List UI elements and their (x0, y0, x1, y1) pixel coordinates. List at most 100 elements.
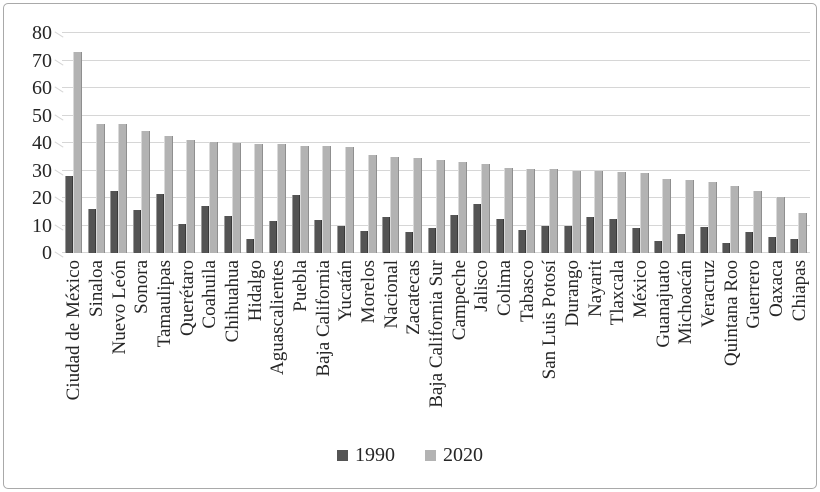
x-axis-category-label: Aguascalientes (267, 260, 289, 376)
y-axis-tick-label: 50 (32, 104, 52, 127)
bar-group (62, 33, 85, 253)
bar-group (538, 33, 561, 253)
bar-2020 (458, 162, 468, 253)
y-axis-tick-label: 30 (32, 159, 52, 182)
bar-2020 (752, 191, 762, 253)
bar-group (719, 33, 742, 253)
legend-swatch-2020 (425, 450, 436, 461)
bar-1990 (767, 236, 776, 253)
x-axis-category-label: Sonora (131, 260, 153, 314)
bar-1990 (200, 206, 209, 253)
bar-1990 (404, 232, 413, 253)
bar-2020 (322, 145, 332, 253)
bar-group (107, 33, 130, 253)
x-axis-category-label: Ciudad de México (63, 260, 85, 401)
bar-group (130, 33, 153, 253)
bar-2020 (118, 123, 128, 253)
bar-2020 (140, 130, 150, 253)
gridline (62, 142, 810, 143)
bar-group (175, 33, 198, 253)
bar-group (674, 33, 697, 253)
bar-1990 (359, 231, 368, 253)
bar-2020 (571, 170, 581, 253)
bar-1990 (631, 228, 640, 253)
bar-2020 (344, 147, 354, 253)
bar-1990 (314, 220, 323, 253)
x-axis-category-label: Zacatecas (403, 260, 425, 335)
y-axis-tick-label: 60 (32, 77, 52, 99)
x-axis-category-label: Tamaulipas (154, 260, 175, 348)
bar-2020 (526, 169, 536, 253)
bar-group (561, 33, 584, 253)
bar-2020 (208, 141, 218, 253)
x-axis-category-label: Baja California (312, 260, 334, 377)
bar-1990 (563, 225, 572, 253)
gridline (62, 87, 810, 88)
bar-2020 (390, 156, 400, 253)
plot-area (62, 32, 810, 253)
bar-1990 (427, 228, 436, 253)
bar-2020 (775, 196, 785, 253)
x-axis-category-label: Morelos (358, 260, 379, 324)
bar-group (583, 33, 606, 253)
bar-group (788, 33, 811, 253)
bar-2020 (594, 170, 604, 253)
x-axis-category-label: San Luis Potosí (539, 260, 561, 380)
bar-group (289, 33, 312, 253)
x-axis-category-label: Tabasco (516, 260, 538, 322)
x-axis-category-label: Hidalgo (244, 260, 266, 322)
gridline (62, 114, 810, 116)
legend-swatch-1990 (337, 450, 348, 461)
bar-group (697, 33, 720, 253)
y-axis-tick-label: 10 (32, 214, 52, 237)
bar-2020 (798, 213, 808, 253)
gridline (62, 32, 810, 33)
bar-2020 (163, 136, 173, 253)
bar-1990 (155, 193, 164, 253)
bar-2020 (254, 144, 264, 253)
x-axis-category-label: Campeche (448, 260, 470, 341)
x-axis-category-label: Guerrero (743, 260, 765, 329)
bar-1990 (518, 229, 527, 253)
bar-group (357, 33, 380, 253)
bar-1990 (654, 240, 663, 253)
bar-group (425, 33, 448, 253)
bar-1990 (722, 243, 731, 253)
gridline (62, 59, 810, 61)
x-axis-category-label: Durango (562, 260, 583, 327)
x-axis-category-label: México (630, 260, 651, 319)
x-axis-category-label: Nacional (380, 260, 402, 329)
bar-group (629, 33, 652, 253)
bar-1990 (790, 239, 799, 253)
x-axis-category-label: Yucatán (335, 260, 357, 322)
bar-group (311, 33, 334, 253)
bar-2020 (662, 178, 672, 253)
bar-2020 (95, 123, 105, 253)
y-axis-tick-label: 20 (32, 187, 52, 209)
bar-1990 (676, 233, 685, 253)
x-axis-category-label: Tlaxcala (607, 260, 629, 326)
x-axis-category-label: Colima (494, 260, 515, 316)
bar-2020 (435, 159, 445, 253)
bar-1990 (110, 191, 119, 253)
chart-legend: 1990 2020 (0, 444, 820, 467)
bar-1990 (382, 217, 391, 253)
bar-group (379, 33, 402, 253)
bar-1990 (178, 224, 187, 253)
bar-1990 (608, 218, 617, 253)
bars-layer (62, 33, 810, 253)
bar-1990 (472, 203, 481, 253)
x-axis-category-label: Chihuahua (222, 260, 243, 343)
bar-1990 (87, 209, 96, 253)
bar-group (447, 33, 470, 253)
bar-2020 (186, 140, 196, 253)
bar-2020 (299, 145, 309, 253)
y-axis-tick-label: 70 (32, 49, 52, 72)
bar-group (493, 33, 516, 253)
legend-label: 1990 (355, 444, 395, 466)
bar-group (470, 33, 493, 253)
bar-1990 (246, 239, 255, 253)
bar-group (515, 33, 538, 253)
x-axis-category-label: Puebla (290, 260, 311, 312)
x-axis-category-label: Sinaloa (86, 260, 107, 317)
